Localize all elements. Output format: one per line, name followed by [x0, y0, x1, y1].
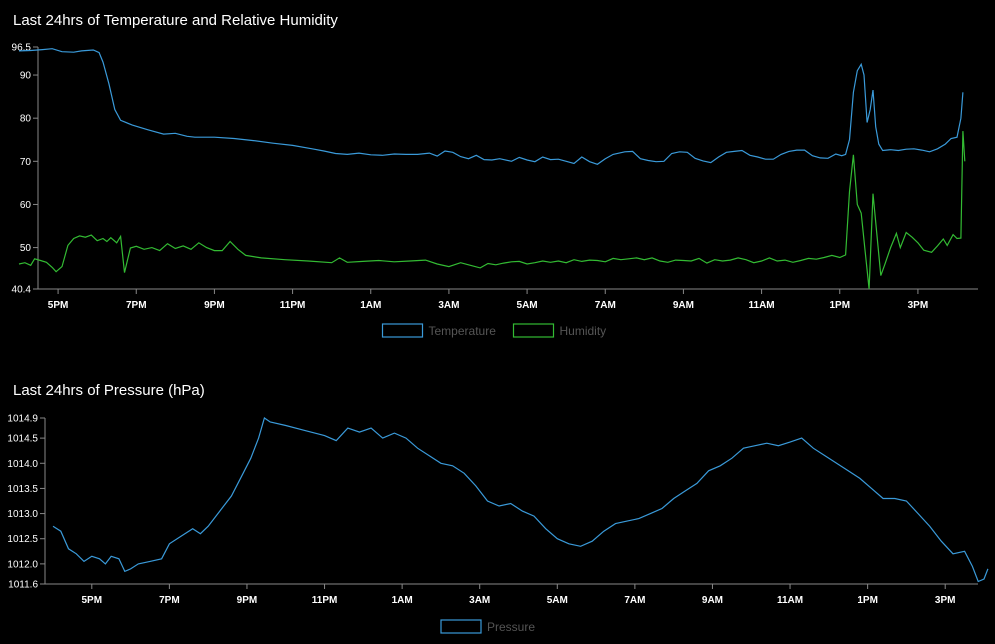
y-tick-label: 1014.9	[7, 414, 38, 425]
y-tick-label: 60	[20, 200, 32, 211]
y-tick-label: 1013.0	[7, 509, 38, 520]
legend-label: Pressure	[487, 620, 535, 634]
legend-item-humidity: Humidity	[512, 323, 607, 338]
x-tick-label: 5PM	[82, 595, 103, 606]
series-line-pressure	[52, 417, 989, 583]
y-tick-label: 1012.5	[7, 534, 38, 545]
y-tick-label: 96.5	[12, 43, 32, 54]
x-tick-label: 3PM	[908, 300, 929, 311]
x-tick-label: 9AM	[673, 300, 694, 311]
x-tick-label: 11PM	[280, 300, 306, 311]
x-tick-label: 3AM	[469, 595, 490, 606]
x-tick-label: 1PM	[857, 595, 878, 606]
x-tick-label: 11PM	[312, 595, 338, 606]
y-tick-label: 1012.0	[7, 559, 38, 570]
legend-label: Humidity	[560, 324, 607, 338]
x-tick-label: 9AM	[702, 595, 723, 606]
legend-swatch	[512, 323, 555, 338]
y-tick-label: 70	[20, 157, 32, 168]
x-tick-label: 7PM	[159, 595, 180, 606]
x-tick-label: 5AM	[517, 300, 538, 311]
x-tick-label: 5PM	[48, 300, 69, 311]
legend-item-temperature: Temperature	[381, 323, 497, 338]
legend-swatch	[381, 323, 424, 338]
legend-item-pressure: Pressure	[440, 619, 535, 634]
x-tick-label: 7AM	[595, 300, 616, 311]
x-tick-label: 1AM	[392, 595, 413, 606]
x-tick-label: 1AM	[360, 300, 381, 311]
x-tick-label: 7AM	[624, 595, 645, 606]
x-tick-label: 9PM	[237, 595, 258, 606]
y-tick-label: 1011.6	[8, 580, 38, 591]
x-tick-label: 3AM	[438, 300, 459, 311]
x-tick-label: 11AM	[749, 300, 775, 311]
y-tick-label: 80	[20, 114, 32, 125]
x-tick-label: 9PM	[204, 300, 225, 311]
y-tick-label: 50	[20, 243, 32, 254]
x-tick-label: 3PM	[935, 595, 956, 606]
x-tick-label: 11AM	[777, 595, 803, 606]
x-tick-label: 1PM	[829, 300, 850, 311]
series-line-temperature	[18, 48, 964, 165]
y-tick-label: 1014.0	[7, 459, 38, 470]
chart-title-pressure: Last 24hrs of Pressure (hPa)	[13, 382, 205, 399]
temperature-humidity-chart: 96.5 90 80 70 60 50 40.4 5PM 7PM 9PM 11PM 1AM 3AM 5AM…	[12, 43, 978, 338]
y-tick-label: 1014.5	[7, 434, 38, 445]
x-tick-label: 7PM	[126, 300, 147, 311]
x-tick-label: 5AM	[547, 595, 568, 606]
y-tick-label: 40.4	[12, 285, 32, 296]
series-line-humidity	[18, 131, 966, 290]
chart-title-temp-humidity: Last 24hrs of Temperature and Relative H…	[13, 12, 338, 29]
y-tick-label: 90	[20, 71, 32, 82]
legend-swatch	[440, 619, 482, 634]
pressure-chart: 1014.9 1014.5 1014.0 1013.5 1013.0 1012.5 1012…	[7, 414, 989, 634]
y-tick-label: 1013.5	[7, 484, 38, 495]
legend-label: Temperature	[429, 324, 497, 338]
